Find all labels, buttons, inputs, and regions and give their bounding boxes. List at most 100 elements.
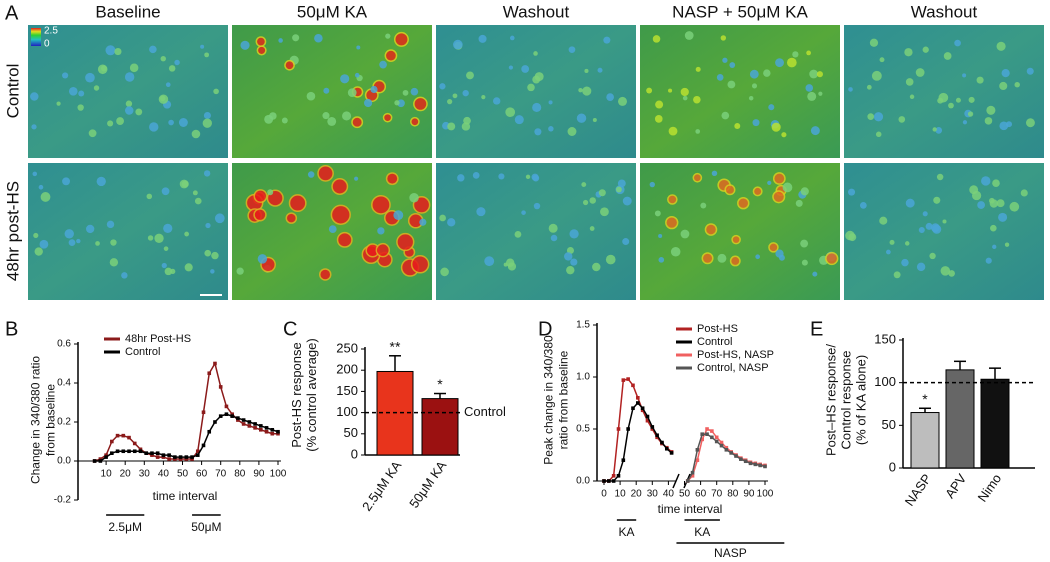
cell bbox=[622, 196, 632, 206]
cell bbox=[904, 241, 910, 246]
cell bbox=[447, 218, 456, 227]
cell bbox=[940, 266, 951, 276]
cell bbox=[879, 57, 885, 63]
y-axis-label: Control response bbox=[838, 351, 853, 450]
cell bbox=[727, 80, 736, 89]
cell bbox=[801, 259, 808, 266]
cell bbox=[160, 56, 166, 62]
cell bbox=[168, 65, 176, 72]
cell bbox=[999, 81, 1008, 91]
legend-label: Post-HS, NASP bbox=[697, 349, 774, 361]
cell bbox=[269, 112, 277, 120]
cell bbox=[935, 127, 943, 134]
micrograph bbox=[844, 163, 1044, 300]
cell bbox=[163, 246, 169, 251]
cell bbox=[695, 129, 701, 134]
cell bbox=[775, 58, 784, 68]
cell bbox=[240, 40, 250, 50]
cell bbox=[582, 86, 592, 96]
group-label: NASP bbox=[714, 546, 747, 560]
cell bbox=[692, 172, 703, 183]
cell bbox=[34, 247, 43, 256]
x-tick-label: 70 bbox=[215, 469, 227, 480]
cell bbox=[56, 101, 61, 106]
cell bbox=[379, 60, 387, 69]
cell bbox=[110, 239, 117, 246]
cell bbox=[701, 252, 714, 265]
cell bbox=[592, 262, 601, 272]
column-title: NASP + 50μM KA bbox=[672, 2, 808, 21]
cell bbox=[62, 177, 70, 186]
cell bbox=[307, 171, 315, 178]
cell bbox=[998, 212, 1008, 222]
cell bbox=[1009, 201, 1020, 212]
cell bbox=[786, 57, 797, 68]
cell bbox=[578, 88, 583, 93]
cell bbox=[848, 87, 853, 92]
colorbar-label: 0 bbox=[44, 39, 50, 50]
legend-label: Post-HS bbox=[697, 323, 738, 335]
cell bbox=[781, 132, 787, 138]
significance: * bbox=[437, 376, 443, 392]
cell bbox=[904, 48, 913, 57]
cell bbox=[568, 46, 576, 54]
cell bbox=[125, 106, 134, 115]
cell bbox=[670, 246, 681, 257]
cell bbox=[125, 100, 133, 107]
cell bbox=[317, 165, 334, 182]
cell bbox=[253, 189, 268, 204]
cell bbox=[943, 52, 952, 60]
cell bbox=[385, 33, 391, 39]
cell bbox=[30, 92, 39, 101]
cell bbox=[597, 67, 603, 73]
cell bbox=[409, 193, 419, 203]
legend-label: Control bbox=[125, 346, 160, 358]
cell bbox=[782, 182, 793, 193]
cell bbox=[68, 86, 78, 96]
cell bbox=[255, 36, 267, 47]
cell bbox=[665, 215, 679, 230]
cell bbox=[763, 69, 771, 77]
cell bbox=[106, 220, 115, 229]
cell bbox=[40, 191, 51, 202]
x-tick-label: 100 bbox=[757, 489, 774, 500]
x-tick-label: 10 bbox=[615, 489, 627, 500]
cell bbox=[168, 119, 174, 126]
cell bbox=[684, 31, 694, 40]
y-tick-label: 1.5 bbox=[576, 320, 590, 331]
cell bbox=[88, 129, 97, 138]
x-axis-label: time interval bbox=[153, 489, 218, 503]
cell bbox=[564, 252, 573, 261]
cell bbox=[452, 93, 458, 99]
cell bbox=[439, 214, 446, 222]
cell bbox=[734, 123, 741, 129]
cell bbox=[463, 116, 471, 125]
cell bbox=[340, 74, 350, 84]
cell bbox=[658, 233, 663, 239]
cell bbox=[859, 201, 867, 209]
cell bbox=[646, 87, 653, 94]
cell bbox=[886, 249, 891, 255]
cell bbox=[905, 78, 914, 86]
cell bbox=[720, 35, 727, 41]
cell bbox=[64, 229, 74, 239]
cell bbox=[154, 233, 164, 243]
cell bbox=[410, 116, 420, 127]
stimulus-label: KA bbox=[619, 525, 635, 539]
cell bbox=[164, 267, 173, 276]
cell bbox=[213, 88, 219, 95]
cell bbox=[566, 265, 575, 275]
cell bbox=[453, 39, 463, 50]
cell bbox=[1006, 121, 1013, 128]
cell bbox=[466, 71, 474, 80]
panel-letter: E bbox=[810, 318, 823, 340]
cell bbox=[331, 178, 349, 195]
cell bbox=[505, 107, 516, 118]
cell bbox=[38, 184, 44, 190]
y-tick-label: 50 bbox=[344, 425, 358, 440]
series-line bbox=[604, 378, 673, 482]
reference-label: Control bbox=[464, 404, 506, 419]
cell bbox=[532, 75, 541, 84]
cell bbox=[772, 190, 786, 204]
cell bbox=[440, 267, 449, 277]
